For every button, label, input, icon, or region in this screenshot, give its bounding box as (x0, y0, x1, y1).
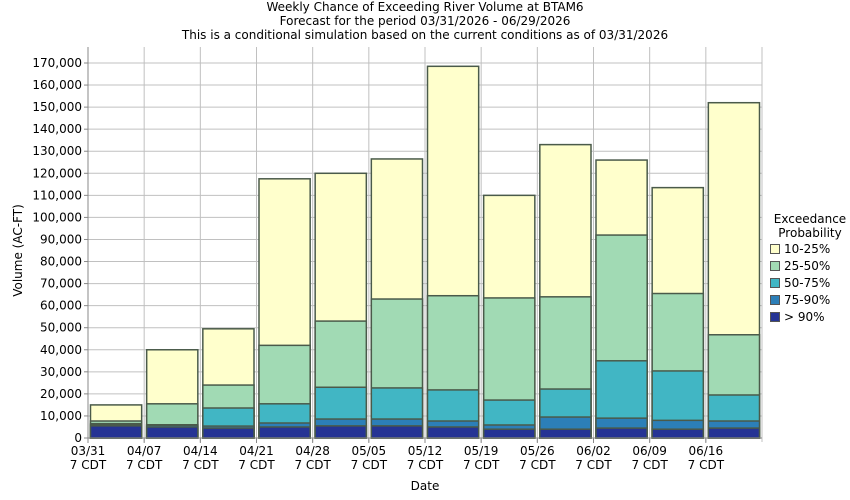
legend-item: 10-25% (770, 240, 850, 257)
legend-swatch (770, 243, 780, 254)
legend-label: 75-90% (784, 292, 831, 307)
chart-subtitle-1: Forecast for the period 03/31/2026 - 06/… (279, 14, 571, 28)
x-tick-sublabel: 7 CDT (294, 458, 331, 472)
legend-title-2: Probability (778, 226, 842, 240)
y-tick-label: 10,000 (40, 409, 82, 423)
y-tick-label: 30,000 (40, 365, 82, 379)
y-tick-label: 80,000 (40, 255, 82, 269)
y-tick-label: 110,000 (32, 188, 82, 202)
legend-item: 75-90% (770, 291, 850, 308)
y-tick-label: 20,000 (40, 387, 82, 401)
y-tick-label: 170,000 (32, 56, 82, 70)
x-tick-sublabel: 7 CDT (70, 458, 107, 472)
legend-swatch (770, 277, 780, 288)
x-tick-label: 06/16 (689, 444, 724, 458)
y-tick-label: 100,000 (32, 210, 82, 224)
x-tick-label: 03/31 (71, 444, 106, 458)
x-axis-label: Date (411, 479, 440, 493)
legend-item: 25-50% (770, 257, 850, 274)
legend: Exceedance Probability 10-25% 25-50% 50-75… (770, 212, 850, 325)
legend-label: 50-75% (784, 275, 831, 290)
x-tick-sublabel: 7 CDT (407, 458, 444, 472)
x-tick-sublabel: 7 CDT (575, 458, 612, 472)
bar-segment (314, 425, 368, 439)
y-tick-label: 90,000 (40, 232, 82, 246)
legend-item: > 90% (770, 308, 850, 325)
legend-swatch (770, 294, 780, 305)
x-tick-sublabel: 7 CDT (463, 458, 500, 472)
y-tick-label: 40,000 (40, 343, 82, 357)
legend-item: 50-75% (770, 274, 850, 291)
y-tick-label: 60,000 (40, 299, 82, 313)
chart-title: Weekly Chance of Exceeding River Volume … (266, 0, 584, 14)
x-tick-label: 05/26 (520, 444, 555, 458)
y-tick-label: 50,000 (40, 321, 82, 335)
bar-segment (426, 426, 480, 439)
bar-segment (145, 426, 199, 439)
x-tick-label: 04/21 (239, 444, 274, 458)
x-tick-sublabel: 7 CDT (238, 458, 275, 472)
y-tick-label: 0 (74, 431, 82, 445)
x-tick-label: 04/28 (295, 444, 330, 458)
bar-segment (595, 427, 648, 439)
legend-swatch (770, 311, 780, 322)
x-tick-label: 06/02 (576, 444, 611, 458)
x-tick-label: 05/05 (352, 444, 387, 458)
x-tick-label: 04/07 (127, 444, 162, 458)
legend-swatch (770, 260, 780, 271)
bar-segment (370, 425, 424, 439)
x-tick-sublabel: 7 CDT (182, 458, 219, 472)
bar-segment (539, 428, 592, 439)
legend-label: 25-50% (784, 258, 831, 273)
x-tick-label: 06/09 (632, 444, 667, 458)
y-tick-label: 130,000 (32, 144, 82, 158)
x-tick-sublabel: 7 CDT (519, 458, 556, 472)
x-tick-sublabel: 7 CDT (351, 458, 388, 472)
bar-segment (89, 425, 143, 439)
bar-segment (258, 426, 311, 439)
x-tick-sublabel: 7 CDT (688, 458, 725, 472)
chart-subtitle-2: This is a conditional simulation based o… (181, 28, 669, 42)
bar-segment (202, 427, 255, 439)
x-tick-sublabel: 7 CDT (126, 458, 163, 472)
x-tick-label: 04/14 (183, 444, 218, 458)
bar-segment (482, 428, 536, 439)
y-tick-label: 140,000 (32, 122, 82, 136)
y-tick-label: 70,000 (40, 277, 82, 291)
y-tick-label: 120,000 (32, 166, 82, 180)
bar-segment (651, 428, 705, 439)
x-tick-label: 05/12 (408, 444, 443, 458)
bar-segment (707, 427, 761, 439)
y-tick-label: 150,000 (32, 100, 82, 114)
y-axis-label: Volume (AC-FT) (11, 204, 25, 297)
x-tick-sublabel: 7 CDT (631, 458, 668, 472)
x-tick-label: 05/19 (464, 444, 499, 458)
legend-label: > 90% (784, 309, 825, 324)
legend-title-1: Exceedance (773, 212, 847, 226)
y-tick-label: 160,000 (32, 78, 82, 92)
legend-label: 10-25% (784, 241, 831, 256)
